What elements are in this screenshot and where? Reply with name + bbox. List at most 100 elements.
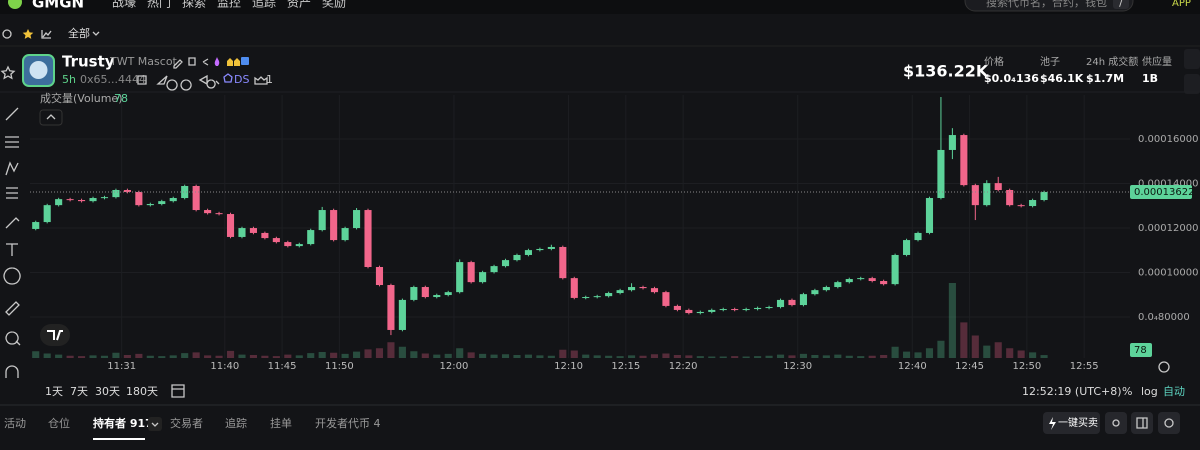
tab[interactable]: 活动: [4, 417, 26, 430]
volume-bar: [204, 355, 212, 358]
candle-body: [32, 222, 40, 229]
nav-item[interactable]: 战壕: [112, 0, 136, 10]
token-actions[interactable]: [173, 57, 209, 69]
search-box[interactable]: [964, 0, 1134, 12]
candle-body: [1040, 191, 1048, 201]
quick-trade-label[interactable]: 一键买卖: [1058, 416, 1098, 429]
candle-body: [811, 290, 819, 295]
volume-bar: [501, 354, 510, 358]
volume-bar: [387, 342, 395, 358]
ds-label[interactable]: DS: [234, 73, 249, 86]
volume-bar: [364, 349, 372, 358]
volume-bar: [66, 355, 74, 358]
social-links[interactable]: [137, 74, 220, 91]
x-tick-label: 12:55: [1070, 361, 1099, 372]
nav-bar: [0, 0, 1200, 14]
tab[interactable]: 持有者 917: [93, 416, 153, 430]
app-link[interactable]: APP: [1172, 0, 1191, 9]
ds-icon: [223, 73, 233, 83]
range-button[interactable]: 1天: [45, 385, 63, 398]
range-button[interactable]: 30天: [95, 385, 120, 398]
scale-option[interactable]: log: [1141, 385, 1158, 398]
collapse-button[interactable]: [39, 109, 63, 126]
volume-bar: [719, 356, 727, 358]
volume-bar: [765, 355, 773, 358]
candle-body: [421, 287, 429, 298]
logo[interactable]: GMGN: [32, 0, 84, 12]
candle-body: [524, 250, 532, 255]
side-button[interactable]: [1184, 74, 1200, 94]
layout-button[interactable]: [1131, 412, 1153, 434]
axis-settings[interactable]: [1158, 361, 1170, 373]
tab[interactable]: 挂单: [270, 416, 292, 430]
volume-bar: [822, 355, 830, 358]
volume-bar: [582, 354, 590, 358]
watch-star[interactable]: [0, 65, 16, 80]
candle-body: [719, 309, 727, 311]
volume-bar: [490, 354, 498, 358]
nav-item[interactable]: 追踪: [252, 0, 276, 10]
range-button[interactable]: 7天: [70, 385, 88, 398]
token-address[interactable]: 0x65...4444: [80, 73, 146, 86]
x-tick-label: 11:45: [268, 361, 297, 372]
volume-bar: [937, 340, 945, 358]
volume-bar: [456, 348, 464, 358]
volume-bar: [639, 355, 647, 358]
volume-bar: [628, 355, 636, 358]
stat-label: 24h 成交额: [1086, 55, 1138, 68]
tab[interactable]: 交易者: [170, 416, 203, 430]
side-button[interactable]: [1184, 49, 1200, 69]
tool-button[interactable]: [1105, 412, 1127, 434]
volume-bar: [547, 355, 555, 358]
tab[interactable]: 追踪: [225, 416, 247, 430]
settings-button[interactable]: [1158, 412, 1180, 434]
volume-bar: [650, 354, 659, 358]
candle-body: [960, 135, 968, 186]
volume-bar: [524, 354, 532, 358]
shortcut-key: [1113, 0, 1129, 9]
favorite-icon[interactable]: [22, 29, 34, 39]
candle-body: [330, 210, 338, 241]
drawing-tools[interactable]: [3, 107, 21, 378]
volume-bar: [914, 352, 922, 358]
tab[interactable]: 开发者代币 4: [315, 416, 381, 430]
candle-body: [100, 197, 109, 199]
candle-body: [1029, 200, 1037, 207]
collapse-arrow: [46, 114, 56, 120]
avatar-face: [29, 61, 48, 79]
nav-item[interactable]: 资产: [287, 0, 311, 10]
filter[interactable]: 全部: [68, 26, 90, 40]
nav-item[interactable]: 探索: [182, 0, 206, 10]
tab-arrow: [151, 422, 159, 427]
volume-bar: [112, 352, 120, 358]
candle-body: [776, 299, 785, 308]
nav-item[interactable]: 热门: [147, 0, 171, 10]
calendar-icon[interactable]: [171, 384, 185, 398]
settings-icon[interactable]: [2, 29, 12, 39]
x-tick-label: 11:50: [325, 361, 354, 372]
volume-bar: [249, 355, 257, 358]
chart-icon[interactable]: [41, 30, 52, 39]
volume-bar: [616, 356, 624, 358]
candle-body: [215, 213, 223, 215]
tab-menu[interactable]: [148, 417, 162, 431]
quick-trade-button[interactable]: [1043, 412, 1100, 434]
scale-option[interactable]: 自动: [1163, 385, 1185, 398]
nav-item[interactable]: 奖励: [322, 0, 346, 10]
scale-option[interactable]: %: [1122, 385, 1132, 398]
candle-body: [891, 254, 899, 285]
y-tick-label: 0.00010000: [1138, 268, 1198, 279]
tab[interactable]: 仓位: [48, 416, 70, 430]
candle-body: [123, 190, 131, 193]
candle-body: [903, 240, 911, 255]
volume-bar: [754, 356, 762, 358]
x-tick-label: 12:00: [440, 361, 469, 372]
range-button[interactable]: 180天: [126, 385, 158, 398]
candle-body: [742, 309, 750, 311]
volume-bar: [983, 345, 991, 358]
candle-body: [937, 149, 945, 199]
clock: 12:52:19 (UTC+8): [1022, 385, 1122, 398]
nav-item[interactable]: 监控: [217, 0, 241, 10]
volume-bar: [960, 322, 968, 358]
volume-bar: [605, 355, 613, 358]
